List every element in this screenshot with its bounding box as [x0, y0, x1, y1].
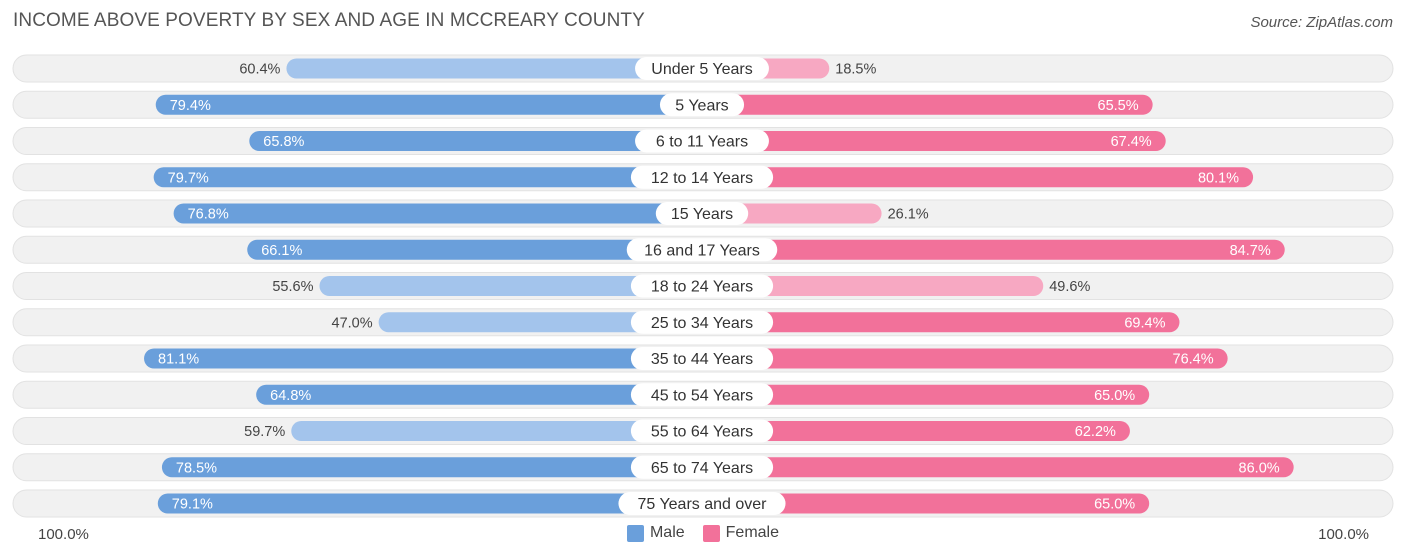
male-bar[interactable] — [319, 276, 702, 296]
male-bar[interactable] — [291, 421, 702, 441]
female-value-label: 80.1% — [1198, 170, 1239, 186]
male-bar[interactable] — [157, 493, 703, 514]
category-label-background — [655, 202, 749, 225]
category-label-background — [630, 383, 774, 407]
female-bar[interactable] — [702, 384, 1150, 405]
legend-item-female[interactable]: Female — [702, 524, 780, 542]
category-label: 6 to 11 Years — [656, 134, 748, 151]
female-value-label: 62.2% — [1075, 424, 1116, 440]
source-label[interactable]: Source: ZipAtlas.com — [1250, 14, 1393, 31]
male-bar[interactable] — [173, 203, 703, 224]
category-label: 12 to 14 Years — [651, 170, 753, 187]
male-value-label: 81.1% — [158, 352, 199, 368]
female-bar[interactable] — [702, 457, 1294, 478]
category-label: 75 Years and over — [638, 496, 768, 513]
category-label: 16 and 17 Years — [644, 242, 760, 259]
male-bar[interactable] — [155, 94, 702, 115]
category-label: 18 to 24 Years — [651, 279, 753, 296]
category-label: 15 Years — [671, 206, 733, 223]
male-value-label: 79.7% — [168, 170, 209, 186]
female-value-label: 65.0% — [1094, 497, 1135, 513]
category-label-background — [630, 455, 774, 479]
male-swatch-icon — [626, 524, 644, 542]
male-value-label: 59.7% — [244, 424, 285, 440]
male-value-label: 79.1% — [172, 497, 213, 513]
female-bar[interactable] — [702, 167, 1254, 188]
male-bar[interactable] — [286, 58, 702, 79]
category-label: 45 to 54 Years — [651, 387, 753, 404]
male-value-label: 79.4% — [170, 98, 211, 114]
male-bar[interactable] — [247, 239, 702, 260]
female-value-label: 65.0% — [1094, 388, 1135, 404]
female-value-label: 86.0% — [1239, 460, 1280, 476]
category-label-background — [630, 310, 774, 334]
male-bar[interactable] — [144, 348, 703, 369]
male-value-label: 78.5% — [176, 460, 217, 476]
chart-canvas: 60.4% 18.5% Under 5 Years 79.4% 65.5% 5 Years… — [12, 54, 1394, 518]
category-label: 65 to 74 Years — [651, 460, 753, 477]
category-label-background — [618, 492, 786, 515]
female-bar[interactable] — [702, 421, 1130, 441]
legend-item-male[interactable]: Male — [626, 524, 685, 542]
female-value-label: 49.6% — [1049, 279, 1090, 295]
male-bar[interactable] — [161, 457, 703, 478]
female-swatch-icon — [702, 524, 720, 542]
male-value-label: 66.1% — [261, 243, 302, 259]
male-bar[interactable] — [378, 312, 702, 333]
female-bar[interactable] — [702, 348, 1228, 369]
female-bar[interactable] — [702, 131, 1166, 151]
category-label-background — [659, 93, 745, 117]
legend: Male Female — [0, 524, 1406, 542]
category-label-background — [626, 238, 778, 262]
female-value-label: 26.1% — [888, 207, 929, 223]
category-label: 35 to 44 Years — [651, 351, 753, 368]
category-label-background — [635, 129, 769, 153]
male-bar[interactable] — [153, 167, 702, 188]
category-label-background — [635, 57, 769, 80]
male-value-label: 65.8% — [263, 134, 304, 150]
category-label-background — [630, 165, 774, 189]
category-label: Under 5 Years — [651, 61, 752, 78]
male-value-label: 64.8% — [270, 388, 311, 404]
axis-left-label: 100.0% — [38, 526, 89, 543]
female-value-label: 65.5% — [1098, 98, 1139, 114]
male-bar[interactable] — [249, 131, 702, 151]
male-value-label: 76.8% — [188, 207, 229, 223]
female-value-label: 18.5% — [835, 62, 876, 78]
axis-right-label: 100.0% — [1318, 526, 1369, 543]
category-label-background — [630, 419, 774, 443]
male-bar[interactable] — [256, 384, 702, 405]
male-value-label: 47.0% — [332, 315, 373, 331]
category-label-background — [630, 347, 774, 370]
chart-title: INCOME ABOVE POVERTY BY SEX AND AGE IN M… — [13, 10, 645, 31]
male-value-label: 60.4% — [239, 62, 280, 78]
category-label-background — [630, 274, 774, 298]
category-label: 25 to 34 Years — [651, 315, 753, 332]
male-value-label: 55.6% — [272, 279, 313, 295]
legend-label-female: Female — [725, 524, 780, 541]
category-label: 55 to 64 Years — [651, 424, 753, 441]
female-value-label: 67.4% — [1111, 134, 1152, 150]
legend-label-male: Male — [649, 524, 685, 541]
female-bar[interactable] — [702, 312, 1180, 333]
female-bar[interactable] — [702, 94, 1153, 115]
female-value-label: 76.4% — [1173, 352, 1214, 368]
female-bar[interactable] — [702, 239, 1285, 260]
female-bar[interactable] — [702, 493, 1150, 514]
female-value-label: 69.4% — [1124, 315, 1165, 331]
category-label: 5 Years — [675, 97, 728, 114]
female-value-label: 84.7% — [1230, 243, 1271, 259]
female-bar[interactable] — [702, 276, 1044, 296]
